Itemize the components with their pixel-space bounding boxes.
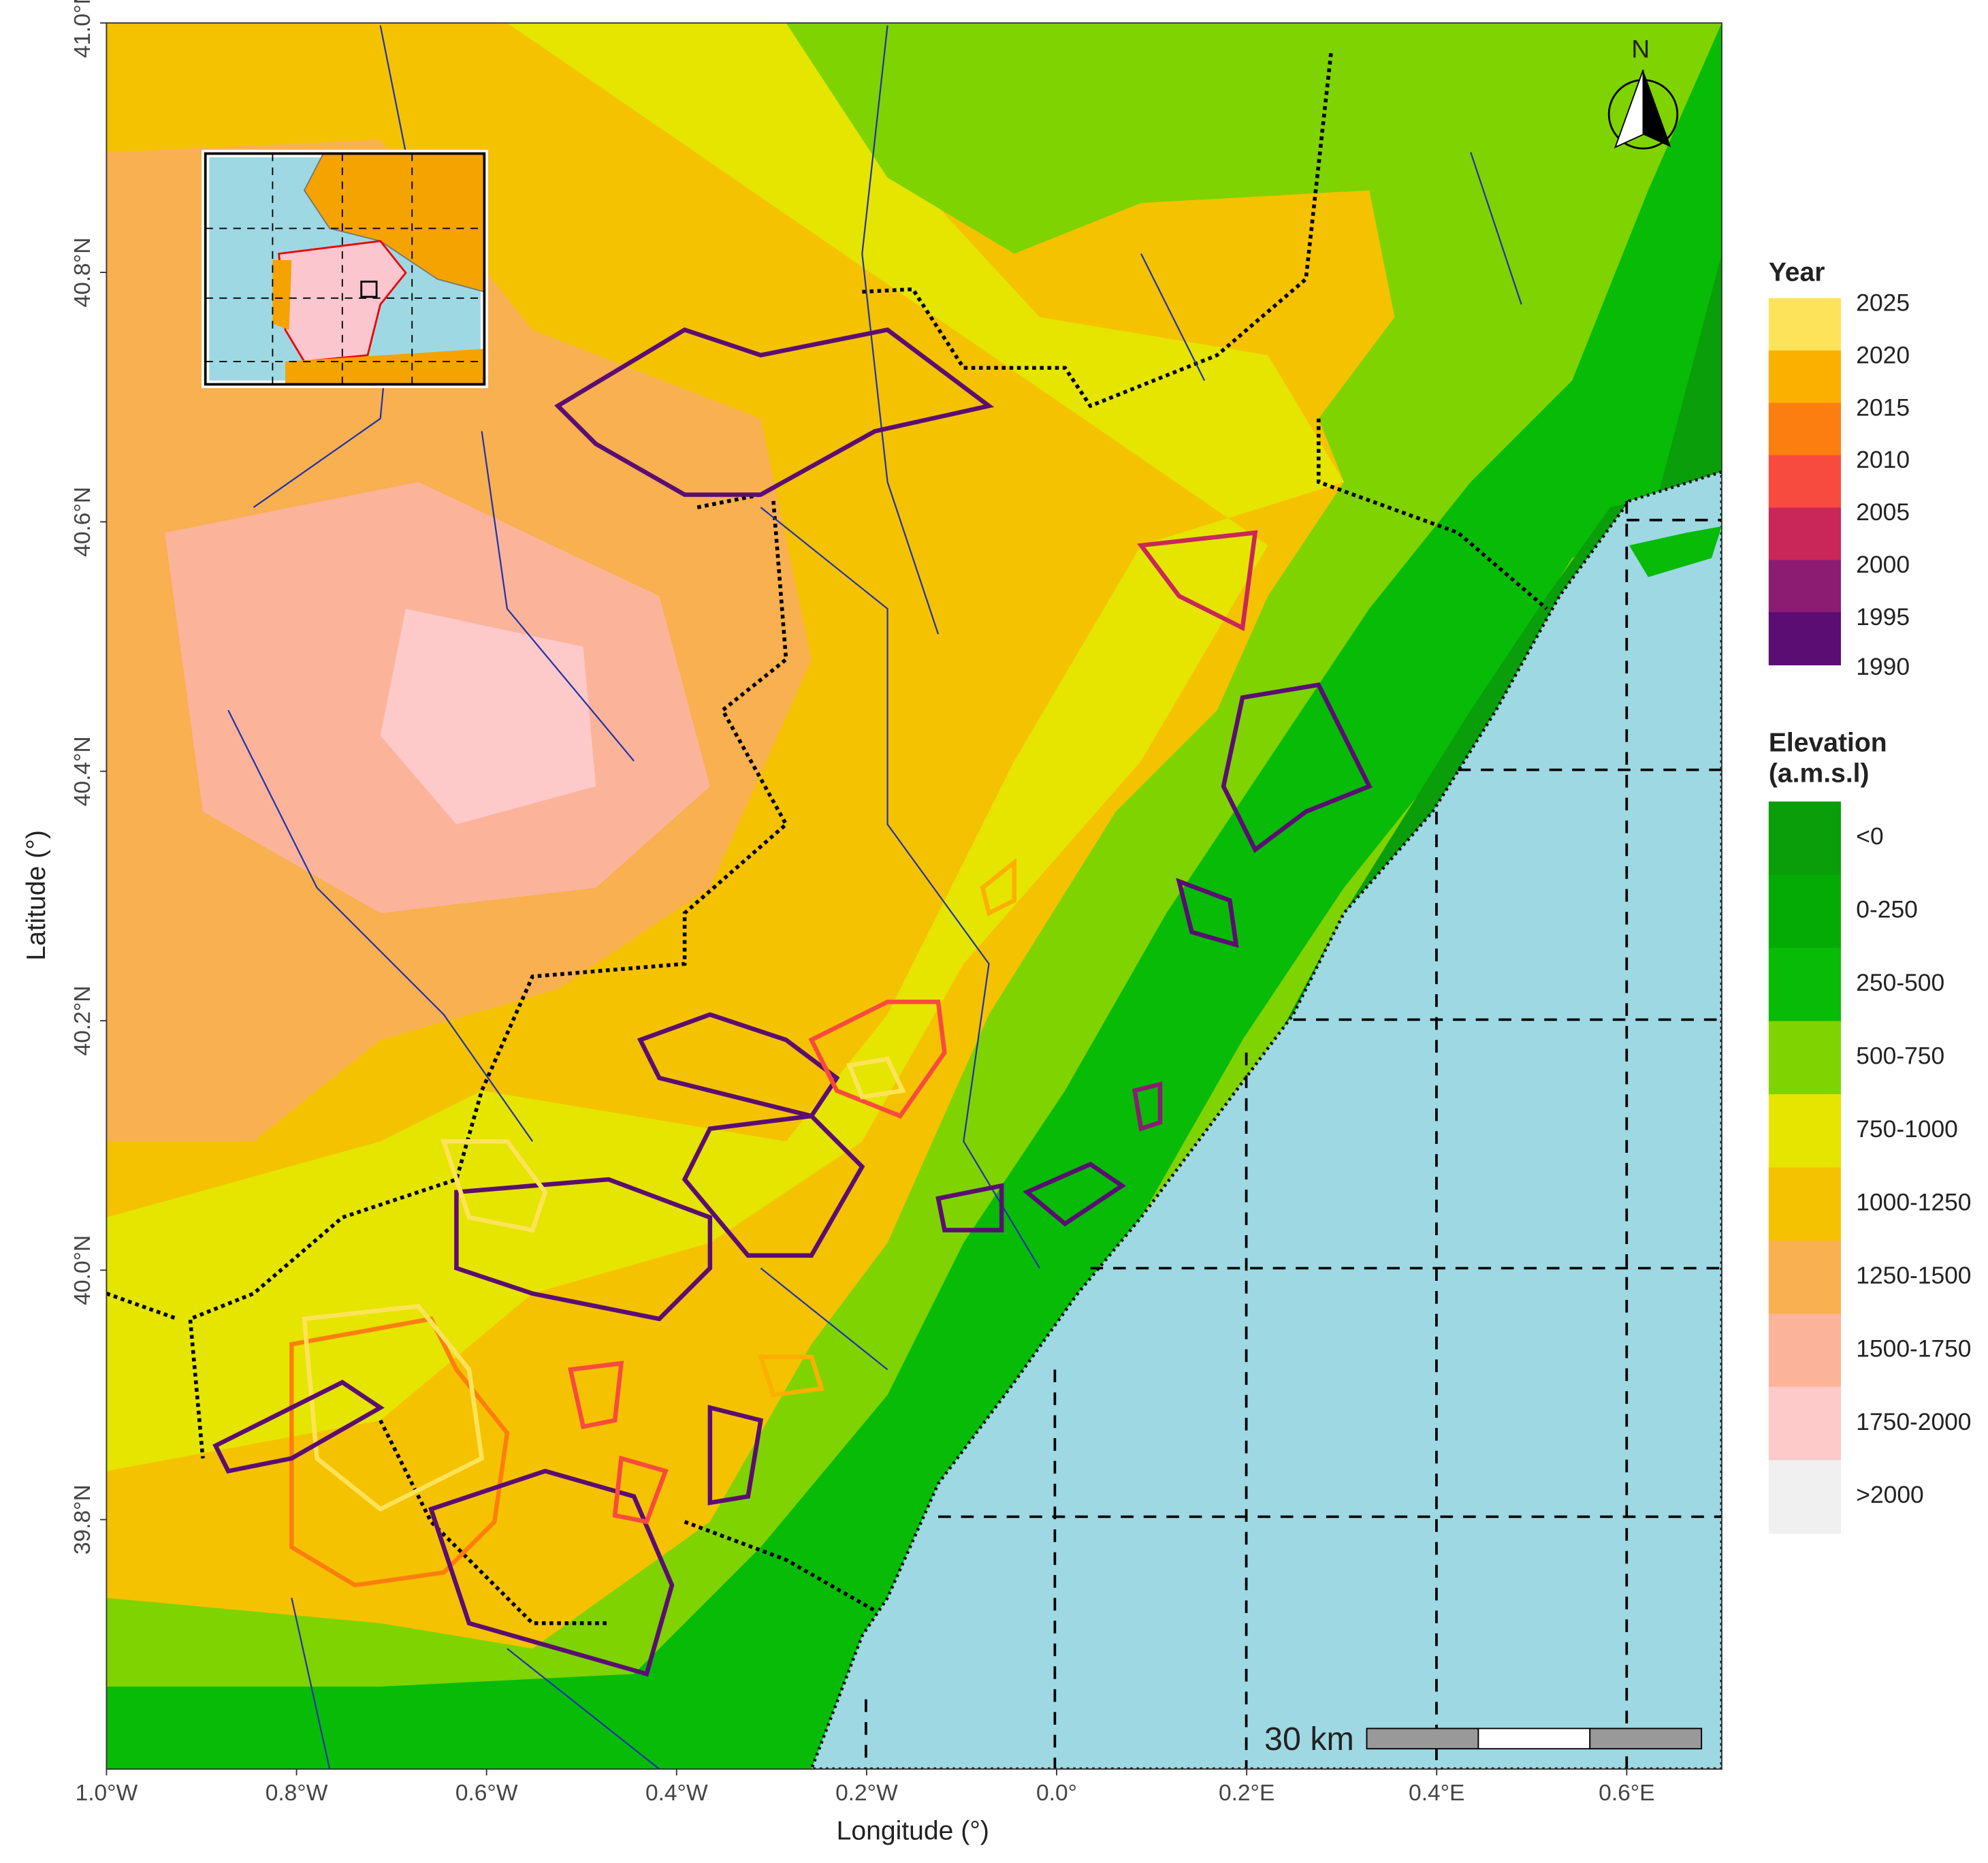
legend-swatch	[1768, 507, 1841, 561]
x-tick-label: 0.4°E	[1409, 1781, 1464, 1806]
legend-label: 500-750	[1856, 1043, 1944, 1070]
legend-title: Year	[1769, 258, 1825, 287]
terrain	[106, 22, 1722, 1770]
legend-swatch	[1768, 1167, 1841, 1241]
legend-title: Elevation	[1769, 729, 1887, 758]
north-label: N	[1631, 35, 1650, 63]
legend-label: 0-250	[1856, 897, 1917, 923]
y-axis-label: Latitude (°)	[22, 830, 51, 961]
x-tick-label: 0.6°E	[1599, 1781, 1654, 1806]
legend-swatch	[1768, 801, 1841, 876]
fire-perimeters	[212, 327, 1373, 1677]
legend-swatch	[1768, 612, 1841, 666]
legend-swatch	[1768, 874, 1841, 949]
scale-label: 30 km	[1264, 1721, 1354, 1757]
legend-label: 750-1000	[1856, 1116, 1957, 1143]
inset-map	[202, 149, 488, 389]
legend-label: >2000	[1856, 1482, 1923, 1508]
x-tick-label: 0.0°	[1036, 1781, 1077, 1806]
legend-swatch	[1768, 1313, 1841, 1388]
x-tick-label: 0.6°W	[455, 1781, 518, 1806]
legend-swatch	[1768, 1094, 1841, 1168]
legend-label: 1750-2000	[1856, 1409, 1971, 1435]
legend-label: 2010	[1856, 447, 1910, 473]
legend-title: (a.m.s.l)	[1769, 759, 1870, 788]
legend-label: 1000-1250	[1856, 1189, 1971, 1215]
legend-label: 250-500	[1856, 970, 1944, 996]
admin-border	[106, 50, 1548, 1625]
legend-swatch	[1768, 402, 1841, 456]
legend-swatch	[1768, 1240, 1841, 1315]
x-tick-label: 0.4°W	[645, 1781, 708, 1806]
y-tick-label: 40.4°N	[70, 736, 95, 806]
legend-label: 1250-1500	[1856, 1262, 1971, 1289]
x-tick-label: 0.2°W	[835, 1781, 898, 1806]
legend-swatch	[1768, 298, 1841, 351]
legend-label: <0	[1856, 823, 1883, 850]
legend-swatch	[1768, 1386, 1841, 1461]
x-tick-label: 0.8°W	[266, 1781, 328, 1806]
y-tick-label: 40.8°N	[70, 238, 95, 308]
legend-swatch	[1768, 1460, 1841, 1534]
legend-label: 2020	[1856, 342, 1910, 368]
graticule	[865, 500, 1722, 1770]
legend-label: 1990	[1856, 654, 1910, 680]
legend-label: 2015	[1856, 394, 1910, 421]
legend-swatch	[1768, 560, 1841, 614]
x-tick-label: 1.0°W	[76, 1781, 138, 1806]
x-axis-label: Longitude (°)	[837, 1816, 989, 1845]
y-tick-label: 40.2°N	[70, 986, 95, 1056]
legend-swatch	[1768, 948, 1841, 1022]
legend-swatch	[1768, 455, 1841, 509]
y-tick-label: 40.0°N	[70, 1235, 95, 1305]
y-tick-label: 39.8°N	[70, 1484, 95, 1555]
y-tick-label: 40.6°N	[70, 487, 95, 557]
legend-label: 2005	[1856, 499, 1910, 526]
x-tick-label: 0.2°E	[1219, 1781, 1274, 1806]
legend-swatch	[1768, 350, 1841, 404]
map-frame	[106, 22, 1722, 1770]
y-tick-label: 41.0°N	[70, 0, 95, 58]
legend-swatch	[1768, 1021, 1841, 1095]
legend-label: 1500-1750	[1856, 1335, 1971, 1362]
legend-label: 2000	[1856, 552, 1910, 578]
legend-label: 2025	[1856, 289, 1910, 316]
scale-bar	[1366, 1727, 1703, 1750]
legend-label: 1995	[1856, 604, 1910, 631]
